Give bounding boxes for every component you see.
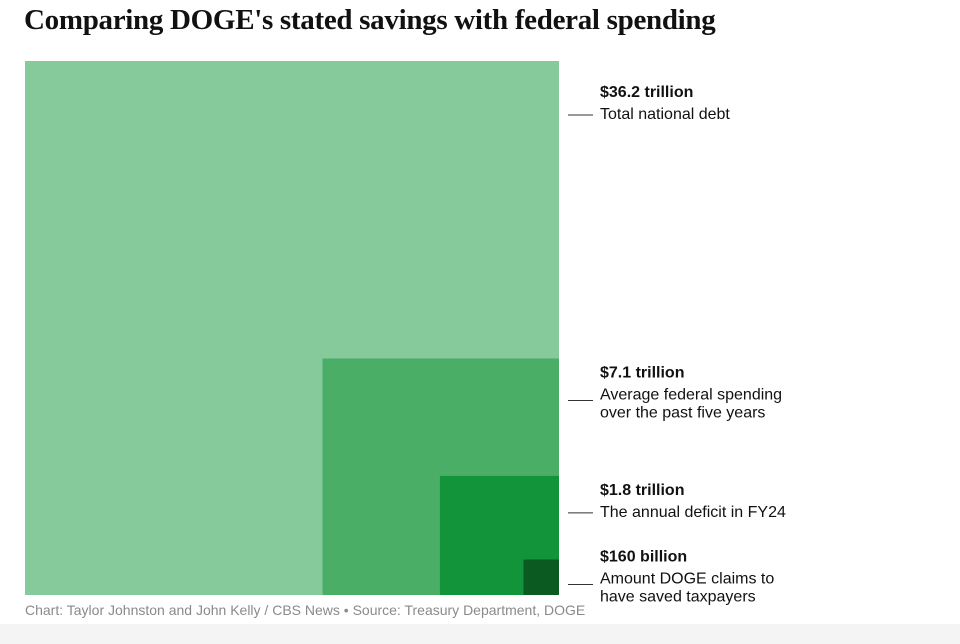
chart-source: Chart: Taylor Johnston and John Kelly / … [25,602,586,618]
label-group-deficit: $1.8 trillion The annual deficit in FY24 [568,482,786,521]
value-label-doge: $160 billion [600,548,687,565]
chart-title: Comparing DOGE's stated savings with fed… [24,4,716,36]
value-label-debt: $36.2 trillion [600,84,693,101]
footer-band [0,624,960,644]
description-label-doge: have saved taxpayers [600,588,756,605]
description-label-spending: Average federal spending [600,387,782,404]
label-group-debt: $36.2 trillion Total national debt [568,84,730,123]
description-label-spending: over the past five years [600,405,765,422]
label-group-spending: $7.1 trillion Average federal spendingove… [568,365,782,422]
area-square-doge [523,559,559,595]
value-label-deficit: $1.8 trillion [600,482,684,499]
description-label-debt: Total national debt [600,106,730,123]
description-label-doge: Amount DOGE claims to [600,570,774,587]
value-label-spending: $7.1 trillion [600,365,684,382]
description-label-deficit: The annual deficit in FY24 [600,504,786,521]
